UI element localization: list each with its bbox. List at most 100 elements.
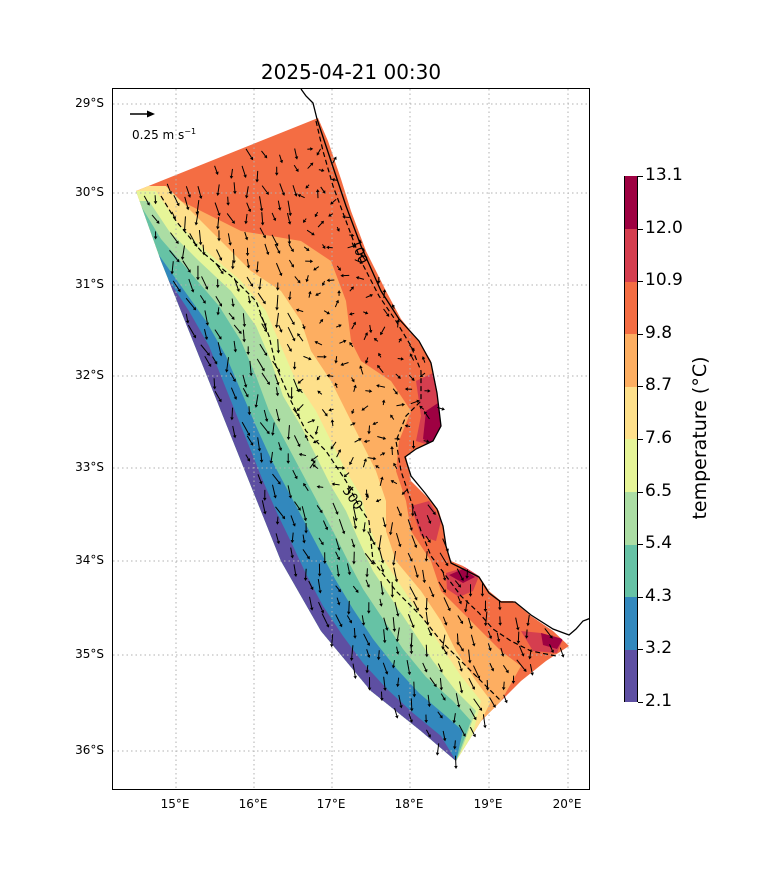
velocity-arrow xyxy=(214,165,218,173)
velocity-arrowhead xyxy=(424,558,429,562)
velocity-arrow xyxy=(277,339,279,351)
velocity-arrowhead xyxy=(336,602,341,606)
velocity-arrowhead xyxy=(473,716,477,721)
velocity-arrow xyxy=(300,390,303,394)
velocity-arrow xyxy=(437,743,440,753)
velocity-arrowhead xyxy=(364,493,369,497)
velocity-arrowhead xyxy=(462,733,466,737)
velocity-arrowhead xyxy=(363,439,368,444)
colorbar-tick-label: 12.0 xyxy=(645,217,683,238)
lat-label-34s: 34°S xyxy=(75,553,104,567)
velocity-arrowhead xyxy=(330,419,335,423)
velocity-arrow xyxy=(423,358,426,363)
velocity-arrow xyxy=(443,597,450,609)
velocity-arrow xyxy=(457,615,462,622)
velocity-arrow xyxy=(426,515,431,522)
velocity-arrowhead xyxy=(400,357,404,361)
temp-band-12.0-13.1-coast xyxy=(423,401,441,443)
velocity-arrow xyxy=(332,198,337,203)
velocity-arrowhead xyxy=(276,368,281,373)
velocity-arrowhead xyxy=(352,321,356,326)
map-panel[interactable]: 100 500 xyxy=(112,88,590,790)
velocity-arrowhead xyxy=(331,482,335,486)
velocity-arrowhead xyxy=(296,413,300,417)
velocity-arrowhead xyxy=(320,610,325,614)
velocity-arrowhead xyxy=(409,719,413,723)
velocity-arrowhead xyxy=(226,202,230,206)
velocity-arrowhead xyxy=(372,421,376,426)
velocity-arrow xyxy=(301,454,307,457)
velocity-arrowhead xyxy=(381,452,386,456)
velocity-arrowhead xyxy=(278,447,283,451)
temperature-field xyxy=(136,118,569,761)
velocity-arrowhead xyxy=(298,388,303,393)
velocity-arrow xyxy=(287,312,294,323)
velocity-arrow xyxy=(261,372,269,383)
velocity-arrowhead xyxy=(442,589,446,593)
velocity-arrowhead xyxy=(427,520,432,524)
velocity-arrow xyxy=(197,186,202,197)
velocity-arrow xyxy=(392,388,397,393)
velocity-arrowhead xyxy=(236,288,240,293)
velocity-arrowhead xyxy=(217,238,221,242)
velocity-arrowhead xyxy=(337,267,341,271)
velocity-arrow xyxy=(184,196,189,208)
velocity-arrowhead xyxy=(390,414,394,418)
velocity-arrow xyxy=(288,259,293,266)
velocity-arrowhead xyxy=(365,494,370,498)
velocity-arrow xyxy=(259,278,262,288)
velocity-arrowhead xyxy=(549,635,553,639)
velocity-arrowhead xyxy=(353,525,358,530)
velocity-arrowhead xyxy=(468,593,473,597)
velocity-arrowhead xyxy=(500,653,505,657)
velocity-arrowhead xyxy=(290,248,294,253)
lon-label-15e: 15°E xyxy=(160,797,190,811)
velocity-arrow xyxy=(187,324,195,337)
velocity-arrowhead xyxy=(172,216,176,220)
velocity-arrow xyxy=(217,216,220,227)
velocity-arrowhead xyxy=(312,464,316,468)
velocity-arrowhead xyxy=(358,438,362,442)
velocity-arrowhead xyxy=(273,495,277,499)
velocity-arrow xyxy=(394,707,398,716)
velocity-arrow xyxy=(544,628,552,637)
velocity-arrow xyxy=(204,355,211,365)
velocity-arrow xyxy=(143,195,149,204)
velocity-arrow xyxy=(361,615,364,623)
velocity-arrowhead xyxy=(170,271,175,275)
velocity-arrow xyxy=(278,442,281,449)
velocity-arrowhead xyxy=(271,432,275,436)
velocity-arrowhead xyxy=(398,543,402,548)
velocity-arrowhead xyxy=(255,269,260,273)
velocity-arrow xyxy=(151,214,158,222)
velocity-arrowhead xyxy=(310,457,315,462)
velocity-arrowhead xyxy=(485,687,490,691)
velocity-arrowhead xyxy=(215,285,220,289)
colorbar-tick-label: 8.7 xyxy=(645,375,673,396)
colorbar-tick xyxy=(638,544,643,546)
velocity-arrow xyxy=(470,634,475,644)
velocity-arrow xyxy=(409,344,414,350)
velocity-arrowhead xyxy=(255,179,259,183)
colorbar-segment xyxy=(625,176,637,230)
velocity-arrow xyxy=(351,538,355,546)
velocity-arrow xyxy=(354,259,361,263)
velocity-arrow xyxy=(442,538,448,550)
velocity-arrowhead xyxy=(391,665,396,669)
velocity-arrowhead xyxy=(297,507,301,511)
velocity-arrow xyxy=(214,390,221,400)
velocity-arrowhead xyxy=(288,212,292,217)
velocity-arrowhead xyxy=(275,242,279,247)
velocity-arrowhead xyxy=(317,573,322,577)
velocity-arrowhead xyxy=(247,412,252,416)
velocity-arrowhead xyxy=(334,360,338,364)
velocity-arrow xyxy=(214,202,220,214)
velocity-arrow xyxy=(228,312,234,318)
velocity-arrow xyxy=(496,632,500,640)
velocity-arrowhead xyxy=(244,195,249,199)
velocity-arrowhead xyxy=(316,376,321,381)
velocity-arrowhead xyxy=(396,683,400,688)
velocity-arrow xyxy=(308,580,313,588)
velocity-arrowhead xyxy=(288,297,292,301)
velocity-arrow xyxy=(467,617,472,627)
